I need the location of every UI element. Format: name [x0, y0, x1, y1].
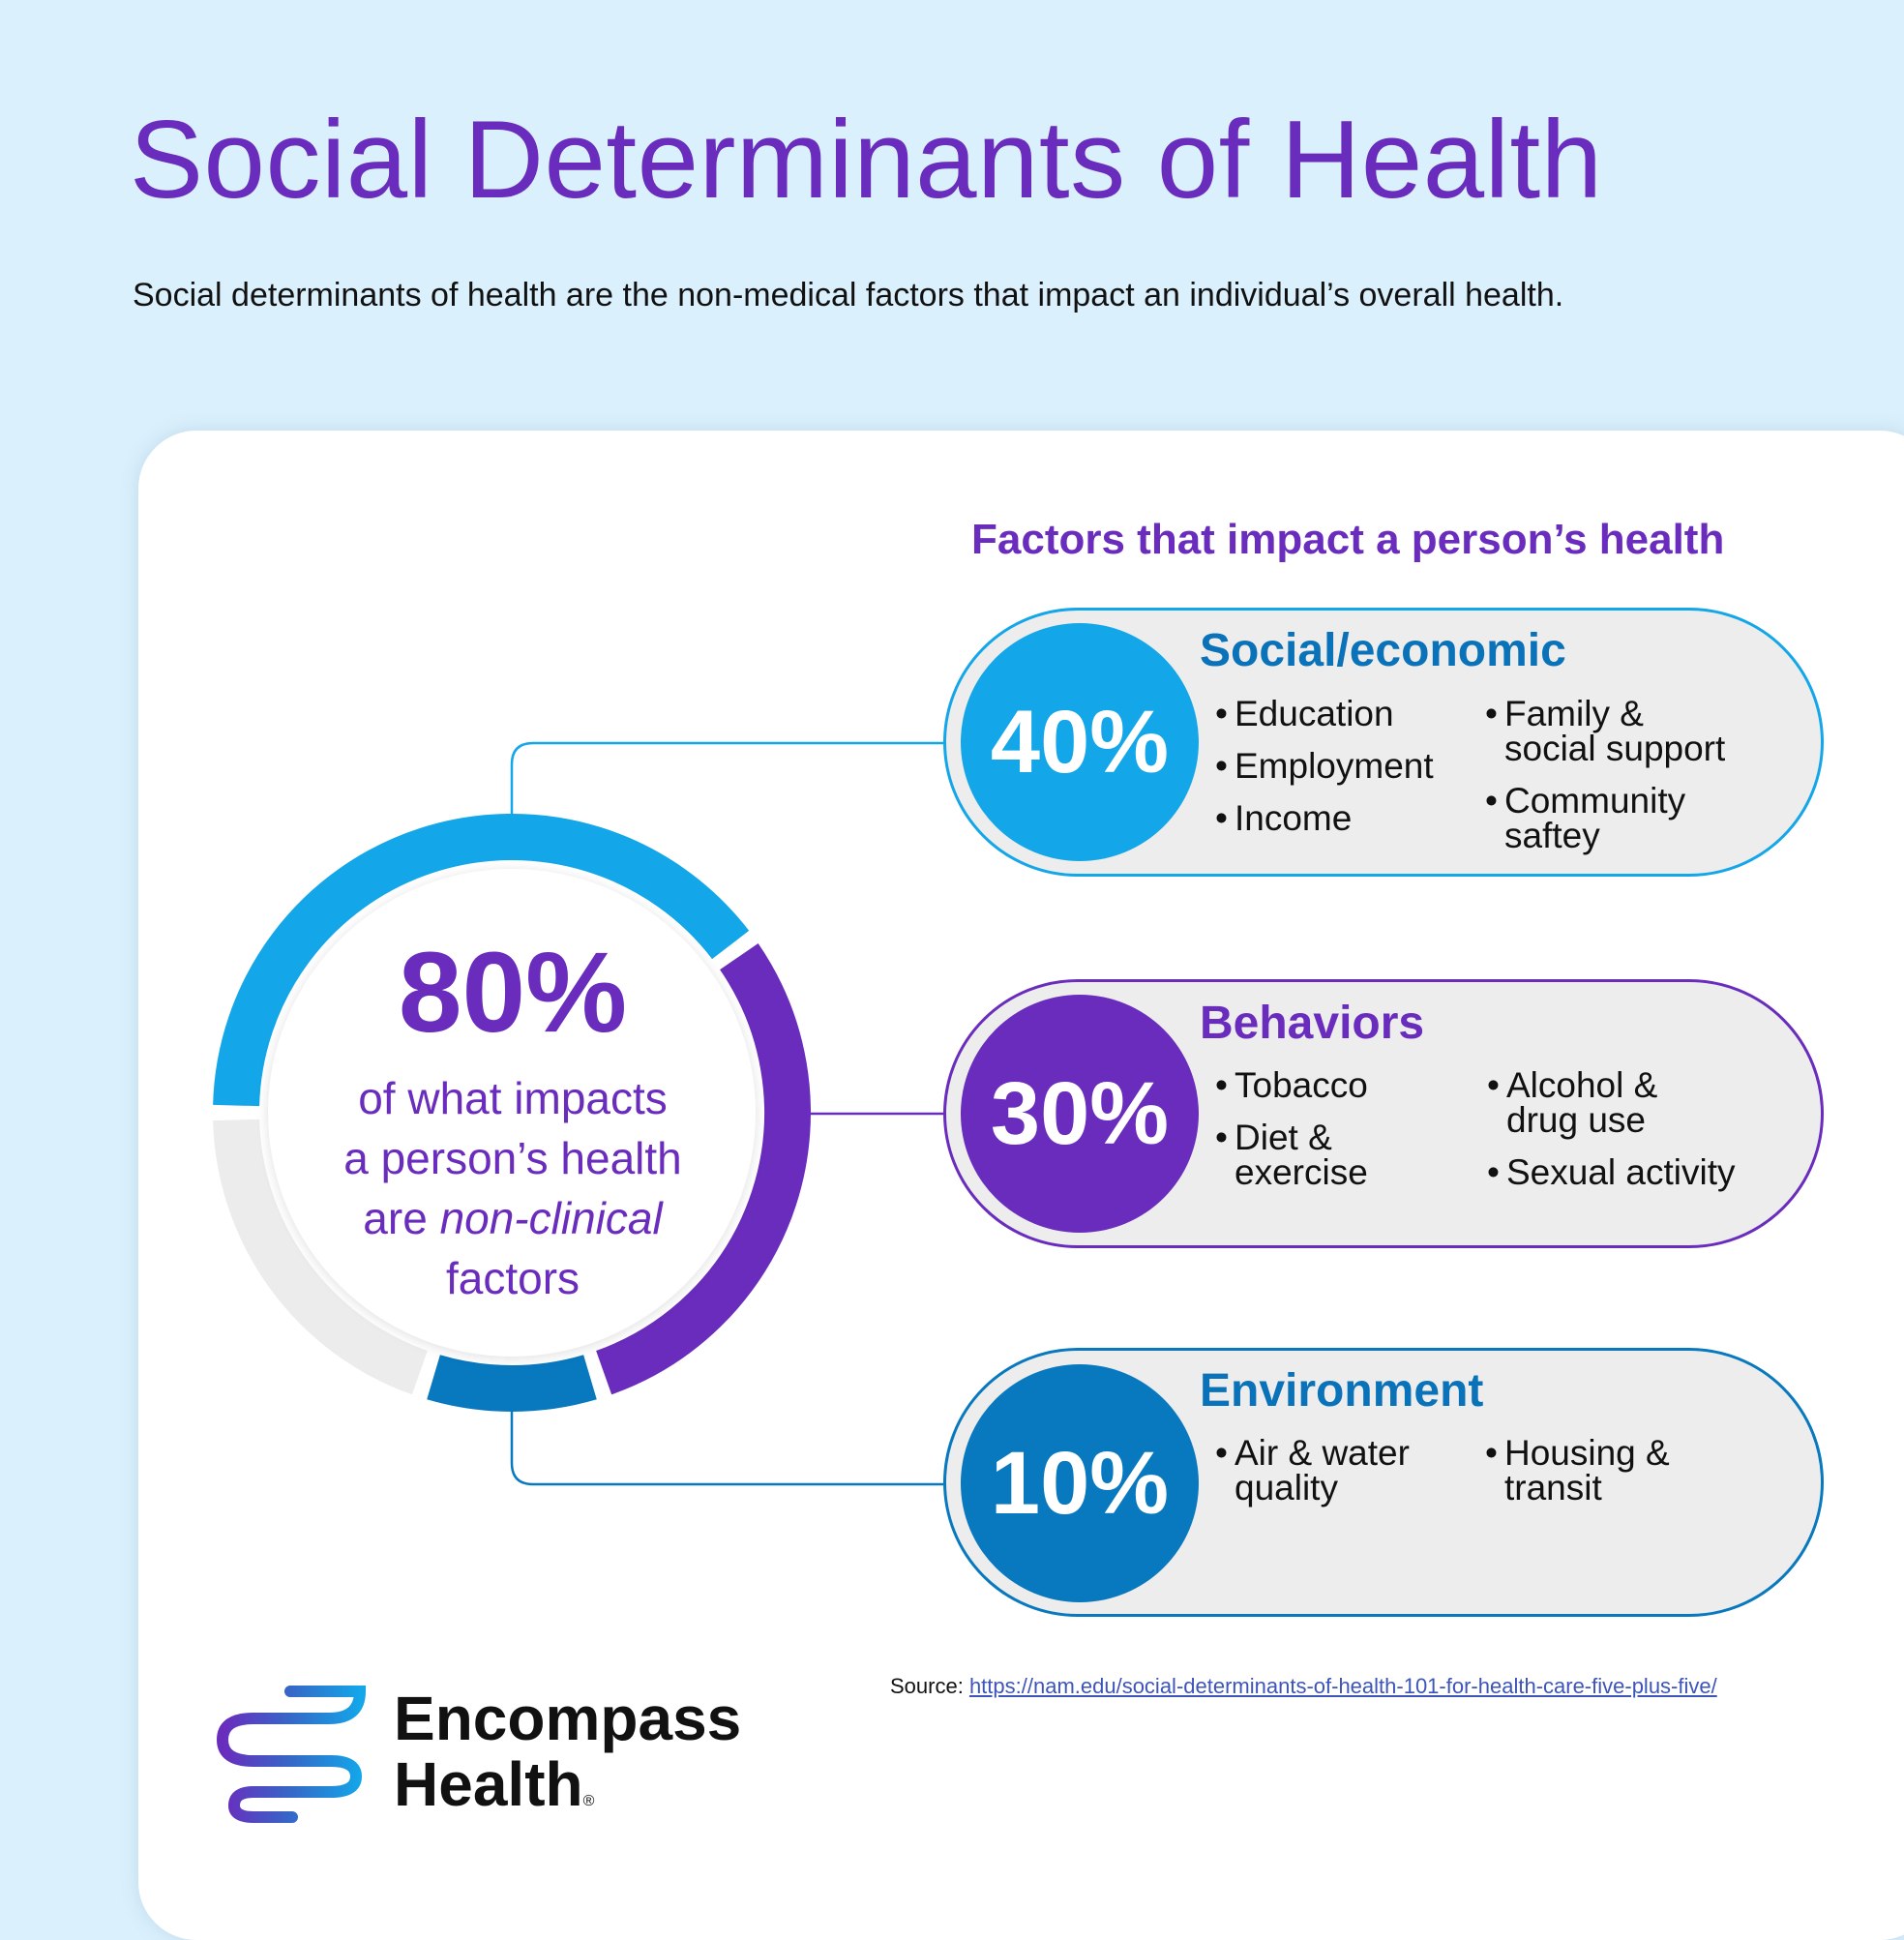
source-citation: Source: https://nam.edu/social-determina…	[890, 1674, 1717, 1699]
factor-title-environment: Environment	[1200, 1365, 1484, 1417]
factors-heading: Factors that impact a person’s health	[971, 516, 1725, 563]
center-line-2: a person’s health	[343, 1133, 682, 1183]
factor-item: Income	[1215, 800, 1434, 836]
center-description: of what impacts a person’s health are no…	[290, 1068, 735, 1308]
page-title: Social Determinants of Health	[130, 99, 1603, 222]
factor-badge-behaviors: 30%	[961, 995, 1199, 1233]
factor-title-social: Social/economic	[1200, 625, 1566, 676]
ring-center-disc	[268, 869, 756, 1357]
factor-item: Sexual activity	[1487, 1154, 1736, 1190]
logo-line-1: Encompass	[394, 1684, 742, 1753]
center-line-3-prefix: are	[363, 1193, 440, 1243]
factor-badge-social: 40%	[961, 623, 1199, 861]
logo-wordmark: Encompass Health®	[394, 1686, 741, 1835]
ring-segment-clinical-care	[213, 1119, 429, 1395]
source-link[interactable]: https://nam.edu/social-determinants-of-h…	[968, 1674, 1717, 1698]
ring-segment-behaviors	[596, 942, 811, 1395]
factor-items-social-col1: Education Employment Income	[1215, 696, 1434, 853]
factor-title-behaviors: Behaviors	[1200, 998, 1425, 1049]
connector-environment	[510, 1403, 943, 1486]
logo-line-2: Health®	[394, 1751, 741, 1835]
ring-segments	[213, 814, 811, 1412]
ring-segment-environment	[427, 1355, 597, 1412]
source-label: Source:	[890, 1674, 969, 1698]
factor-items-environment-col2: Housing &transit	[1485, 1435, 1670, 1523]
factor-item: Alcohol &drug use	[1487, 1067, 1736, 1138]
encompass-logo-icon	[216, 1686, 367, 1823]
factor-item: Housing &transit	[1485, 1435, 1670, 1506]
factor-item: Family &social support	[1485, 696, 1725, 766]
factor-item: Employment	[1215, 748, 1434, 784]
connector-social	[510, 741, 943, 822]
ring-segment-social-economic	[213, 814, 750, 1107]
factor-items-behaviors-col1: Tobacco Diet &exercise	[1215, 1067, 1368, 1208]
factor-items-behaviors-col2: Alcohol &drug use Sexual activity	[1487, 1067, 1736, 1208]
logo-line-2-text: Health	[394, 1749, 583, 1819]
factor-item: Tobacco	[1215, 1067, 1368, 1103]
center-line-3-emphasis: non-clinical	[439, 1193, 663, 1243]
factor-badge-environment: 10%	[961, 1364, 1199, 1602]
factor-item: Diet &exercise	[1215, 1119, 1368, 1190]
center-line-1: of what impacts	[358, 1073, 668, 1123]
center-percent: 80%	[398, 929, 628, 1057]
center-line-4: factors	[445, 1253, 580, 1303]
logo-registered-mark: ®	[582, 1793, 595, 1809]
center-line-3: are non-clinical	[290, 1188, 735, 1248]
connector-lines	[510, 741, 943, 1486]
factor-item: Education	[1215, 696, 1434, 731]
page-subtitle: Social determinants of health are the no…	[133, 277, 1564, 313]
